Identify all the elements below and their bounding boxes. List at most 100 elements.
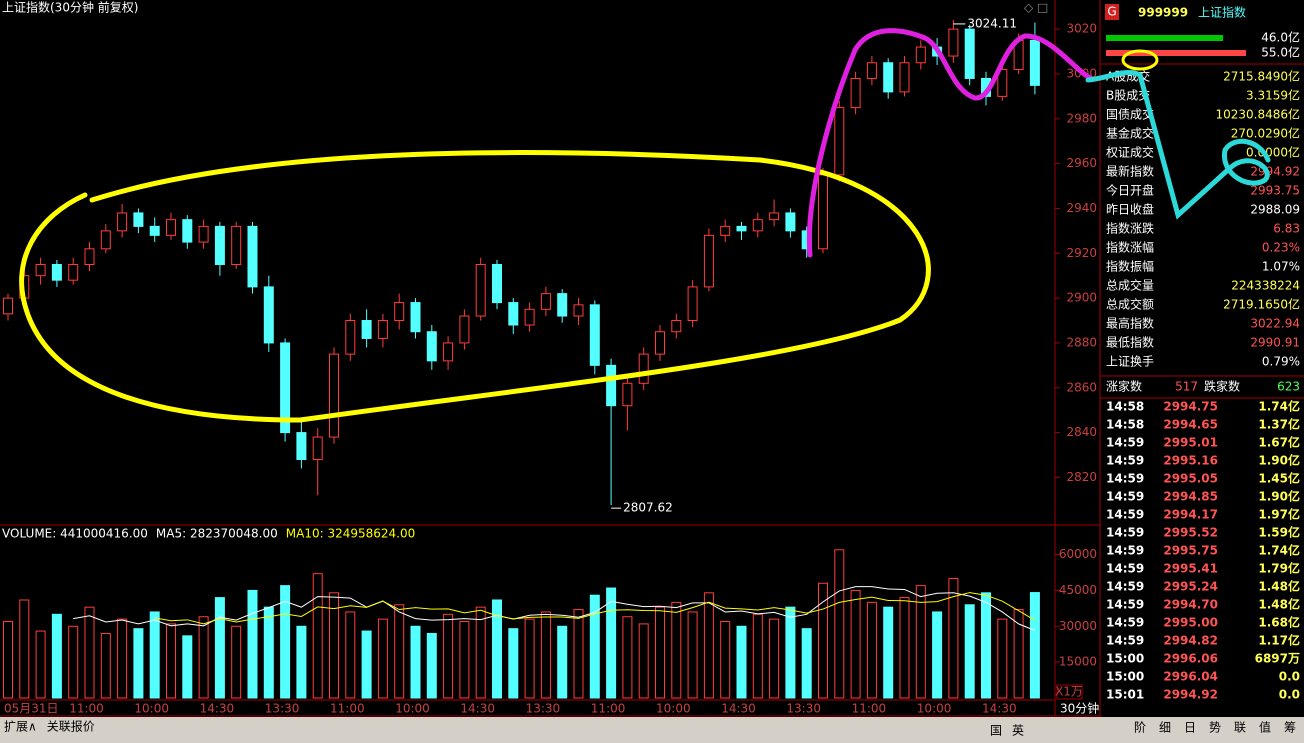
volume-bar — [312, 573, 323, 699]
tick-volume: 1.68亿 — [1258, 615, 1300, 630]
period-label[interactable]: 30分钟 — [1060, 701, 1099, 716]
volume-bar — [752, 613, 763, 699]
candle-body — [524, 308, 535, 326]
quote-value: 2990.91 — [1250, 336, 1300, 350]
ime-button[interactable]: 国 — [990, 724, 1002, 738]
candle-body — [475, 263, 486, 317]
y-tick-label: 2920 — [1066, 246, 1097, 260]
tick-time: 14:59 — [1106, 526, 1144, 540]
volume-bar — [508, 628, 519, 699]
y-tick-label: 2860 — [1066, 380, 1097, 394]
candle-body — [377, 320, 388, 339]
view-tab[interactable]: 日 — [1184, 721, 1196, 735]
tick-volume: 1.74亿 — [1258, 399, 1300, 414]
volume-bar — [247, 589, 258, 699]
view-tab[interactable]: 联 — [1234, 721, 1246, 735]
volume-bar — [769, 618, 780, 699]
tick-time: 14:59 — [1106, 454, 1144, 468]
candle-body — [280, 342, 291, 434]
footer-tab[interactable]: 关联报价 — [47, 719, 95, 734]
view-tab[interactable]: 值 — [1259, 720, 1271, 735]
quote-label: 昨日收盘 — [1106, 202, 1154, 217]
tick-price: 2994.17 — [1163, 508, 1218, 522]
view-tab[interactable]: 筹 — [1284, 721, 1296, 735]
low-label: 2807.62 — [623, 501, 673, 515]
window-icon[interactable]: ◇ □ — [1024, 1, 1048, 15]
volume-bar — [540, 611, 551, 699]
volume-bar — [410, 625, 421, 699]
volume-bar — [818, 582, 828, 699]
volume-bar — [883, 606, 894, 699]
tick-volume: 6897万 — [1255, 652, 1300, 666]
candle-body — [117, 212, 128, 232]
x-tick-label: 10:00 — [134, 702, 169, 716]
quote-value: 2988.09 — [1250, 203, 1300, 217]
candle-body — [329, 353, 339, 438]
volume-bar — [68, 625, 79, 699]
candle-body — [247, 225, 258, 288]
tick-time: 14:59 — [1106, 508, 1144, 522]
tick-time: 14:59 — [1106, 490, 1144, 504]
candle-body — [997, 68, 1008, 97]
quote-value: 10230.8486亿 — [1215, 107, 1300, 122]
view-tab[interactable]: 细 — [1159, 721, 1171, 735]
candle-body — [785, 212, 796, 232]
volume-bar — [720, 621, 731, 699]
tick-volume: 1.67亿 — [1258, 435, 1300, 450]
volume-bar — [655, 606, 665, 699]
candle-body — [214, 225, 225, 265]
tick-price: 2995.24 — [1163, 580, 1218, 594]
candle-body — [100, 230, 111, 250]
chart-title: 上证指数(30分钟 前复权) — [2, 0, 138, 15]
name: 上证指数 — [1198, 5, 1246, 20]
tick-price: 2995.52 — [1163, 526, 1218, 540]
view-tab[interactable]: 势 — [1209, 721, 1221, 735]
x-tick-label: 11:00 — [330, 702, 365, 716]
x-tick-label: 14:30 — [460, 702, 495, 716]
candle-body — [84, 248, 95, 265]
candle-body — [508, 302, 519, 326]
quote-value: 3.3159亿 — [1246, 88, 1300, 103]
ime-button[interactable]: 英 — [1012, 724, 1024, 738]
dec-value: 623 — [1277, 380, 1300, 394]
view-tab[interactable]: 阶 — [1134, 721, 1146, 735]
volume-bar — [1029, 592, 1040, 699]
volume-bar — [557, 625, 568, 699]
x-tick-label: 10:00 — [656, 702, 691, 716]
legend-label: MA10: 324958624.00 — [286, 527, 416, 541]
tick-volume: 1.37亿 — [1258, 417, 1300, 432]
hand-annotations — [19, 28, 1271, 423]
candle-body — [655, 331, 665, 355]
tick-time: 14:59 — [1106, 598, 1144, 612]
volume-bar — [117, 618, 128, 699]
tick-volume: 1.90亿 — [1258, 453, 1300, 468]
ma-line — [73, 586, 1036, 631]
y-tick-label: 3020 — [1066, 22, 1097, 36]
tick-time: 14:58 — [1106, 400, 1144, 414]
volume-bar — [214, 597, 225, 699]
volume-bar — [35, 630, 46, 699]
volume-bar — [296, 625, 307, 699]
y-tick-label: 45000 — [1059, 583, 1097, 597]
tick-volume: 1.79亿 — [1258, 561, 1300, 576]
volume-bar — [459, 621, 470, 699]
tick-volume: 1.59亿 — [1258, 525, 1300, 540]
volume-bar — [231, 625, 242, 699]
tab-bar — [1100, 717, 1304, 743]
tick-volume: 1.45亿 — [1258, 471, 1300, 486]
tick-time: 14:59 — [1106, 580, 1144, 594]
candle-body — [769, 212, 780, 221]
y-tick-label: 60000 — [1059, 547, 1097, 561]
tick-time: 14:59 — [1106, 436, 1144, 450]
candle-body — [443, 342, 454, 362]
quote-value: 2994.92 — [1250, 165, 1300, 179]
footer-tab[interactable]: 扩展∧ — [4, 720, 37, 734]
tick-time: 14:59 — [1106, 634, 1144, 648]
candle-body — [345, 320, 356, 355]
volume-ratio-label: 55.0亿 — [1261, 45, 1300, 60]
candle-body — [671, 320, 682, 333]
adv-label: 涨家数 — [1106, 379, 1142, 394]
volume-bar — [263, 606, 274, 699]
